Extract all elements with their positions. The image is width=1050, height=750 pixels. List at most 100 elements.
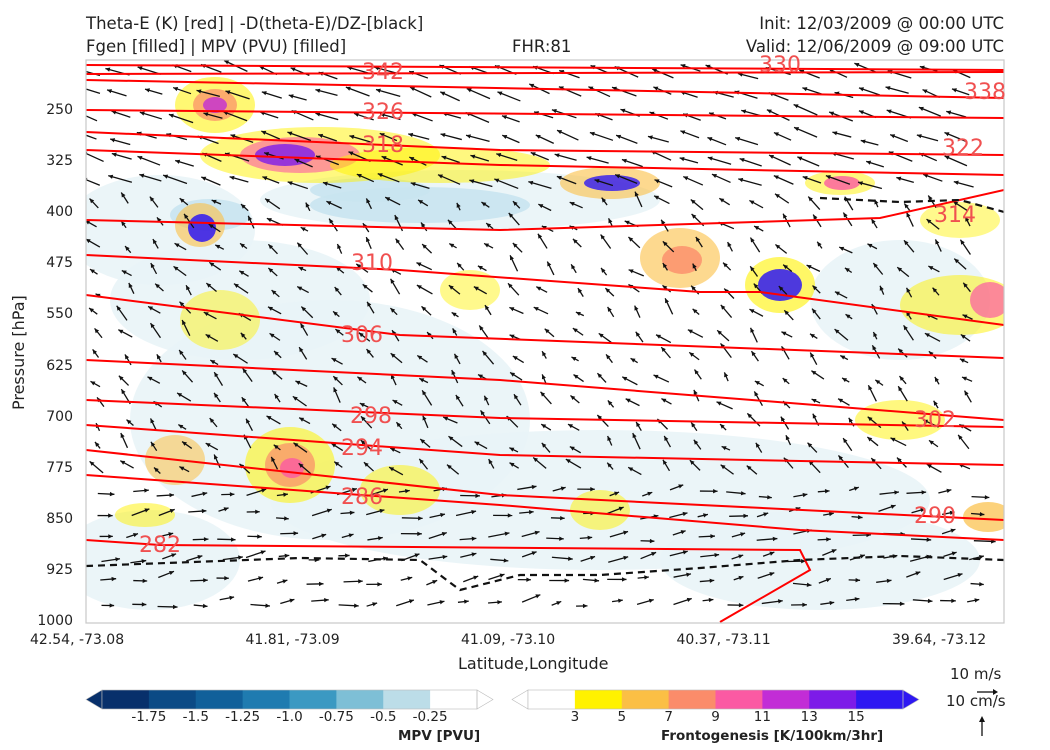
wind-vector-head	[653, 86, 659, 91]
wind-vector-head	[963, 282, 968, 288]
wind-vector-head	[793, 104, 799, 109]
wind-vector-head	[661, 219, 666, 225]
wind-vector-head	[944, 132, 950, 137]
wind-vector-head	[509, 307, 515, 312]
wind-vector-head	[173, 266, 179, 271]
wind-vector-head	[832, 131, 838, 136]
wind-vector-head	[508, 212, 514, 218]
wind-vector-head	[437, 174, 443, 179]
theta-e-contour-label: 322	[942, 136, 984, 161]
wind-vector-head	[333, 376, 339, 381]
wind-vector-head	[390, 278, 395, 284]
wind-vector-head	[565, 459, 571, 464]
wind-vector-head	[769, 572, 775, 577]
wind-vector-head	[324, 597, 329, 603]
wind-vector-head	[868, 385, 873, 391]
wind-vector-head	[747, 413, 753, 419]
wind-vector-head	[873, 263, 878, 268]
wind-vector-head	[743, 513, 749, 519]
wind-vector-head	[782, 378, 788, 383]
theta-e-contour-label: 310	[351, 251, 393, 276]
wind-vector-head	[928, 195, 933, 201]
wind-vector-head	[326, 508, 332, 513]
wind-vector-head	[214, 454, 218, 460]
wind-vector-head	[843, 438, 848, 444]
wind-vector-head	[719, 198, 725, 203]
fgen-colorbar-tick: 5	[617, 709, 627, 725]
wind-vector-head	[89, 198, 95, 204]
wind-vector-head	[853, 486, 859, 491]
wind-vector-head	[916, 134, 922, 139]
wind-vector-head	[92, 349, 98, 355]
wind-vector-head	[449, 243, 455, 248]
wind-vector-head	[783, 213, 788, 219]
wind-vector-head	[928, 351, 934, 357]
wind-vector-head	[654, 179, 660, 184]
wind-vector-head	[457, 262, 462, 268]
wind-vector-head	[197, 555, 203, 560]
wind-vector-head	[935, 239, 940, 245]
wind-vector-head	[569, 446, 575, 451]
wind-vector-head	[600, 234, 606, 240]
wind-vector-head	[118, 329, 124, 334]
wind-vector-head	[94, 441, 100, 447]
wind-vector-head	[922, 89, 928, 94]
wind-vector-head	[923, 419, 929, 424]
theta-e-contour-label: 306	[341, 323, 383, 348]
fgen-colorbar-tick: 15	[847, 709, 865, 725]
wind-vector-head	[636, 421, 641, 427]
wind-vector-head	[572, 328, 578, 333]
wind-vector-head	[137, 66, 143, 71]
field-patch	[360, 465, 440, 515]
wind-vector-head	[271, 456, 276, 462]
mpv-colorbar-swatch	[148, 690, 197, 709]
wind-vector-head	[623, 555, 629, 561]
wind-vector-head	[142, 578, 148, 584]
wind-vector-head	[139, 111, 145, 116]
wind-vector-head	[224, 60, 230, 65]
wind-vector-head	[455, 394, 461, 400]
wind-vector-head	[652, 68, 658, 73]
y-tick-label: 850	[46, 510, 73, 527]
theta-e-contour	[86, 359, 1004, 421]
field-patch	[180, 290, 260, 350]
wind-vector-head	[169, 492, 175, 498]
wind-vector-head	[855, 577, 861, 583]
field-patch	[188, 214, 216, 242]
wind-vector-head	[691, 285, 696, 291]
wind-vector-head	[485, 305, 490, 311]
wind-vector-head	[410, 182, 416, 187]
wind-vector-head	[357, 376, 363, 382]
x-tick-label: 40.37, -73.11	[676, 632, 771, 648]
wind-vector-head	[366, 198, 371, 204]
wind-vector-head	[260, 550, 266, 555]
wind-vector-head	[116, 305, 122, 311]
wind-vector-head	[223, 507, 229, 512]
wind-vector-head	[598, 333, 604, 338]
y-tick-label: 475	[46, 255, 73, 272]
wind-vector-head	[526, 577, 531, 582]
wind-vector-head	[721, 446, 727, 451]
wind-vector-head	[653, 374, 659, 379]
wind-vector-head	[979, 512, 985, 517]
wind-vector-head	[390, 353, 396, 358]
wind-vector-head	[693, 389, 698, 395]
wind-vector-head	[647, 491, 653, 496]
fgen-colorbar-arrow-right	[902, 689, 920, 710]
wind-vector-head	[446, 464, 452, 470]
wind-reference-arrows	[977, 689, 998, 736]
wind-vector-head	[843, 212, 848, 218]
wind-vector-head	[172, 604, 178, 610]
wind-vector-head	[829, 600, 835, 606]
wind-vector-head	[512, 201, 518, 206]
wind-vector-head	[454, 353, 459, 359]
y-tick-label: 400	[46, 204, 73, 221]
wind-vector-head	[203, 578, 208, 583]
wind-vector-head	[284, 516, 289, 521]
wind-vector-head	[149, 196, 155, 202]
wind-vector-head	[283, 492, 288, 497]
wind-vector-head	[680, 64, 686, 69]
wind-vector-head	[108, 513, 113, 518]
wind-vector	[86, 134, 97, 140]
wind-vector-head	[90, 381, 96, 386]
